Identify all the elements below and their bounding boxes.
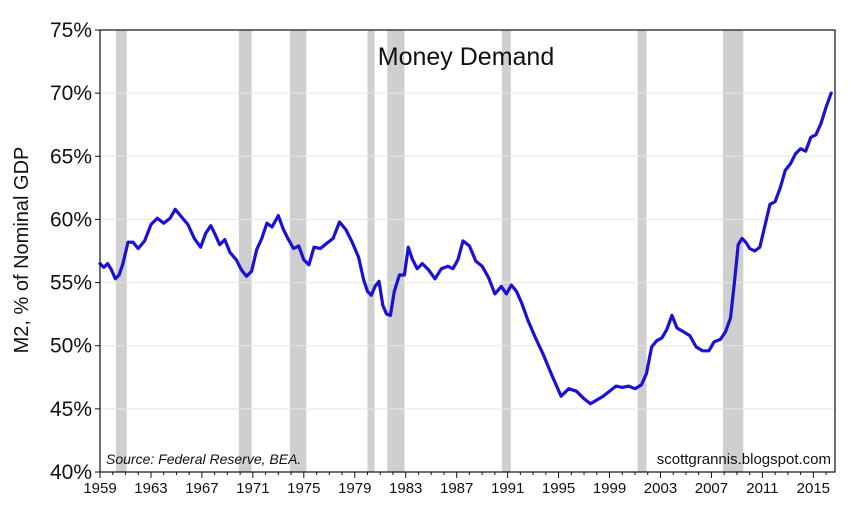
- x-tick-label-3: 1971: [236, 480, 269, 497]
- series-line-0: [98, 91, 833, 406]
- x-tick-label-10: 1999: [593, 480, 626, 497]
- x-tick-label-11: 2003: [644, 480, 677, 497]
- x-tick-label-5: 1979: [338, 480, 371, 497]
- recession-band-1: [238, 30, 252, 472]
- x-tick-label-9: 1995: [542, 480, 575, 497]
- y-tick-label-1: 45%: [50, 398, 92, 421]
- credit-note: scottgrannis.blogspot.com: [657, 451, 831, 468]
- recession-band-4: [387, 30, 405, 472]
- x-tick-label-4: 1975: [287, 480, 320, 497]
- x-tick-label-13: 2011: [746, 480, 778, 497]
- x-tick-label-7: 1987: [440, 480, 473, 497]
- x-tick-label-0: 1959: [83, 480, 116, 497]
- x-tick-label-6: 1983: [389, 480, 422, 497]
- recession-band-5: [501, 30, 511, 472]
- y-tick-label-0: 40%: [50, 461, 92, 484]
- x-tick-label-8: 1991: [491, 480, 524, 497]
- y-tick-label-7: 75%: [50, 19, 92, 42]
- y-tick-label-5: 65%: [50, 145, 92, 168]
- recession-bands: [115, 30, 744, 472]
- x-tick-label-14: 2015: [797, 480, 830, 497]
- recession-band-7: [722, 30, 744, 472]
- plot-frame: [99, 29, 836, 473]
- y-tick-label-2: 50%: [50, 335, 92, 358]
- recession-band-2: [289, 30, 307, 472]
- recession-band-0: [115, 30, 127, 472]
- series-lines: [98, 91, 833, 406]
- recession-band-6: [637, 30, 647, 472]
- x-tick-label-1: 1963: [134, 480, 167, 497]
- chart-title: Money Demand: [378, 43, 554, 71]
- y-tick-label-4: 60%: [50, 208, 92, 231]
- x-tick-label-2: 1967: [185, 480, 218, 497]
- recession-band-3: [367, 30, 375, 472]
- x-tick-label-12: 2007: [695, 480, 728, 497]
- y-tick-label-3: 55%: [50, 272, 92, 295]
- x-axis-ticks: 1959 1963 1967 1971 1975 1979 1983 1987 1991 1995…: [83, 472, 830, 497]
- y-tick-label-6: 70%: [50, 82, 92, 105]
- y-axis-label: M2, % of Nominal GDP: [11, 147, 33, 354]
- source-note: Source: Federal Reserve, BEA.: [106, 451, 301, 467]
- y-axis-ticks: 40% 45% 50% 55% 60% 65% 70% 75%: [50, 19, 100, 484]
